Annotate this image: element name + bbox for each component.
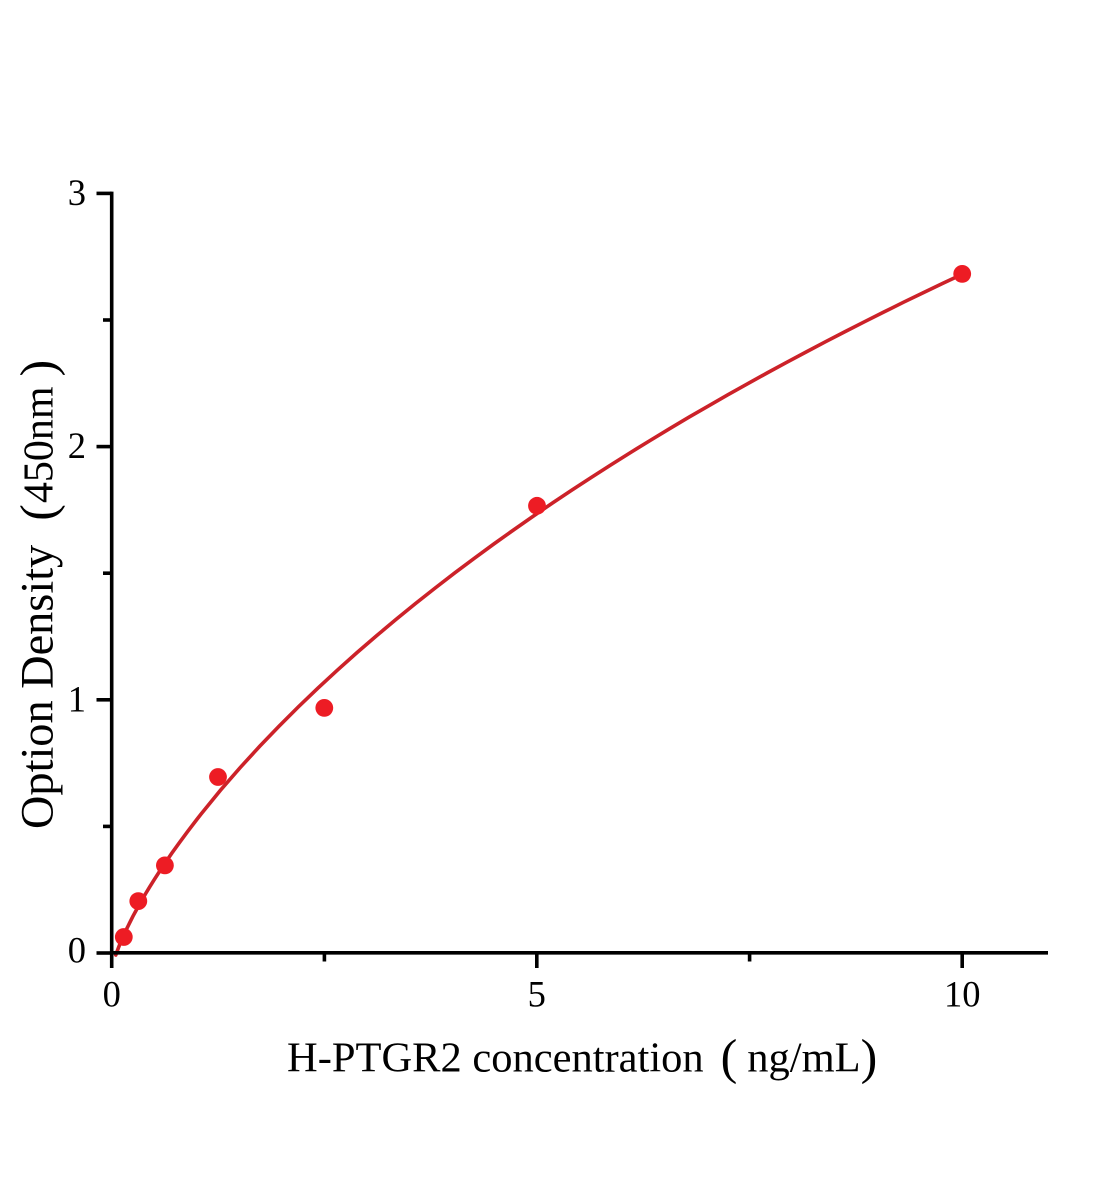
svg-text:Option Density(450nm): Option Density(450nm) — [10, 360, 66, 829]
svg-text:0: 0 — [68, 930, 86, 971]
svg-text:10: 10 — [944, 974, 981, 1015]
svg-text:H-PTGR2 concentration(ng/mL): H-PTGR2 concentration(ng/mL) — [287, 1029, 877, 1085]
svg-text:0: 0 — [103, 974, 121, 1015]
svg-text:1: 1 — [68, 678, 86, 719]
svg-text:3: 3 — [68, 172, 86, 213]
svg-text:5: 5 — [528, 974, 546, 1015]
svg-text:2: 2 — [68, 425, 86, 466]
